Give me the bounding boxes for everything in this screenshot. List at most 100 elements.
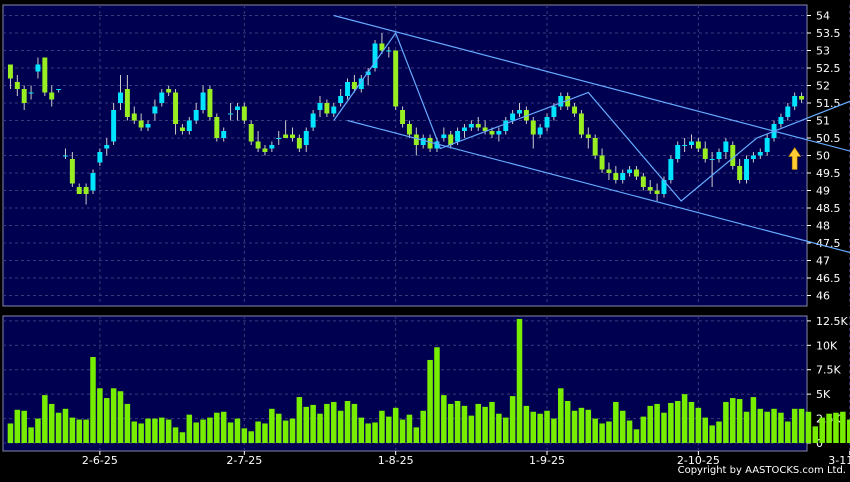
volume-bar (131, 421, 138, 443)
candle-body (482, 127, 488, 131)
volume-bar (668, 402, 674, 443)
candle-body (654, 190, 660, 194)
volume-bar (372, 422, 378, 443)
volume-bar (152, 418, 158, 443)
date-tick-label: 3-11-25 (828, 454, 850, 467)
volume-bar (606, 421, 612, 443)
volume-tick-label: 10K (816, 339, 838, 352)
volume-bar (750, 397, 757, 443)
candle-body (28, 92, 34, 94)
candle-body (317, 103, 323, 110)
candle-body (537, 127, 543, 135)
trendline-zigzag (333, 31, 850, 202)
candle-body (489, 131, 495, 135)
volume-bar (186, 414, 193, 443)
candle-body (661, 180, 667, 194)
volume-bar (269, 408, 275, 443)
candle-body (303, 131, 309, 145)
candle-body (111, 110, 117, 142)
volume-bar (406, 414, 413, 443)
candle-body (757, 152, 763, 156)
volume-bar (826, 413, 832, 443)
volume-bar (214, 412, 220, 443)
volume-bar (172, 427, 179, 443)
volume-bar (7, 423, 14, 443)
candle-body (799, 96, 805, 100)
volume-bar (654, 403, 660, 443)
candle-body (737, 166, 743, 180)
candle-body (241, 106, 247, 121)
volume-bar (193, 422, 199, 443)
volume-bar (544, 410, 550, 443)
price-tick-label: 50.5 (816, 132, 841, 145)
candle-body (255, 141, 261, 149)
candle-body (90, 173, 96, 191)
candle-body (166, 89, 172, 93)
price-tick-label: 53 (816, 45, 830, 58)
volume-bar (647, 405, 653, 443)
volume-bar (392, 407, 399, 443)
candle-body (35, 64, 41, 72)
volume-bar (461, 405, 468, 443)
volume-bar (386, 416, 392, 443)
volume-bar (420, 410, 426, 443)
volume-tick-label: 5K (816, 388, 831, 401)
volume-bar (117, 391, 124, 443)
candle-body (517, 110, 522, 114)
candle-body (599, 155, 605, 170)
volume-bar (234, 418, 241, 443)
volume-bar (179, 432, 186, 443)
volume-bar (62, 408, 69, 443)
volume-bar (736, 399, 743, 443)
price-tick-label: 48.5 (816, 202, 841, 215)
candle-body (159, 92, 165, 103)
volume-bar (337, 410, 344, 443)
volume-bar (344, 400, 351, 443)
volume-bar (785, 421, 791, 443)
price-tick-label: 52.5 (816, 62, 841, 75)
candle-body (310, 113, 316, 128)
volume-bar (248, 431, 254, 443)
candle-body (124, 89, 130, 117)
candle-body (262, 148, 268, 152)
volume-bar (585, 409, 592, 443)
candle-body (76, 187, 82, 194)
candle-body (682, 145, 688, 146)
volume-bar (262, 423, 268, 443)
candle-body (544, 117, 550, 128)
candle-body (365, 71, 371, 75)
volume-bar (159, 417, 165, 443)
candle-body (716, 152, 722, 159)
candle-body (269, 145, 275, 149)
volume-bar (282, 420, 289, 443)
volume-bar (42, 395, 48, 443)
volume-bar (475, 403, 481, 443)
volume-bar (509, 396, 516, 443)
volume-bar (599, 423, 605, 443)
candle-body (510, 113, 516, 121)
volume-bar (468, 415, 475, 443)
candle-body (606, 169, 612, 173)
candle-body (551, 106, 557, 117)
candle-body (530, 120, 536, 135)
candle-body (448, 134, 454, 145)
volume-bar (90, 357, 96, 443)
volume-bar (447, 403, 454, 443)
candle-body (200, 92, 206, 110)
volume-bar (454, 400, 461, 443)
candle-body (702, 148, 708, 159)
candle-body (427, 138, 433, 149)
signal-arrow-up-icon (788, 146, 802, 170)
volume-bar (564, 400, 571, 443)
candle-body (21, 89, 27, 103)
volume-bar (846, 419, 850, 443)
volume-bar (757, 408, 764, 443)
volume-bar (69, 417, 76, 443)
candle-body (386, 50, 392, 52)
candle-body (565, 96, 571, 107)
candle-body (56, 89, 62, 90)
candle-body (689, 141, 694, 145)
volume-bar (633, 429, 640, 443)
volume-bar (289, 418, 296, 443)
